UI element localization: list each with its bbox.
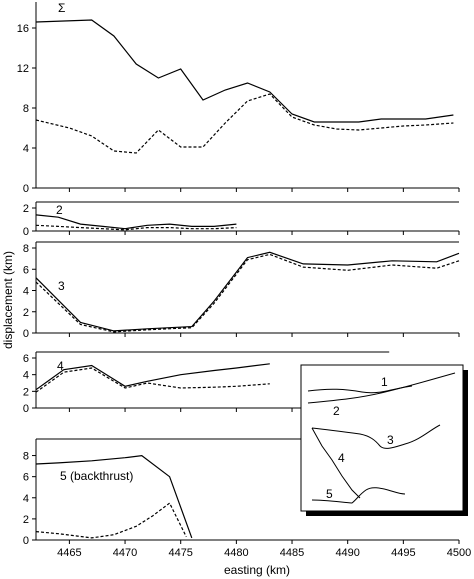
series-line-solid (35, 454, 193, 539)
series-line-dashed (35, 502, 187, 539)
inset-label-1: 1 (381, 375, 388, 389)
y-tick-label: 2 (23, 514, 29, 526)
series-line-solid (35, 19, 454, 123)
panel-1: 0 4 8 12 16 Σ (17, 1, 460, 195)
inset-trace-2 (307, 372, 456, 404)
panel-label: Σ (58, 1, 65, 15)
x-tick-label: 4490 (335, 547, 359, 559)
x-tick-label: 4495 (391, 547, 415, 559)
series-line-dashed (35, 224, 237, 231)
y-axis-label: displacement (km) (1, 251, 15, 349)
panel-label: 2 (56, 203, 63, 217)
series-line-dashed (35, 253, 460, 333)
inset-label-2: 2 (333, 404, 340, 418)
panel-3: 0 2 4 6 8 3 (23, 241, 460, 340)
panel-4: 0 2 4 6 4 (23, 351, 390, 415)
y-tick-label: 4 (23, 286, 29, 298)
y-tick-label: 4 (23, 370, 29, 382)
y-tick-label: 2 (23, 386, 29, 398)
y-tick-label: 6 (23, 264, 29, 276)
inset-trace-5 (311, 487, 406, 504)
series-line-dashed (35, 93, 454, 154)
x-axis-label: easting (km) (224, 563, 290, 577)
y-tick-label: 16 (17, 23, 29, 35)
inset-label-4: 4 (338, 451, 345, 465)
inset-label-5: 5 (326, 487, 333, 501)
y-tick-label: 0 (23, 226, 29, 238)
inset-map: 1 2 3 4 5 (300, 364, 468, 516)
inset-trace-4 (311, 427, 361, 499)
x-tick-label: 4480 (224, 547, 248, 559)
series-line-solid (35, 363, 270, 391)
y-tick-label: 4 (23, 493, 29, 505)
y-tick-label: 12 (17, 63, 29, 75)
series-line-solid (35, 251, 460, 332)
x-tick-label: 4475 (168, 547, 192, 559)
panel-2: 0 2 2 (23, 201, 460, 238)
y-tick-label: 4 (23, 143, 29, 155)
y-tick-label: 0 (23, 183, 29, 195)
y-tick-label: 0 (23, 535, 29, 547)
x-tick-label: 4465 (57, 547, 81, 559)
series-line-solid (35, 214, 237, 230)
y-tick-label: 0 (23, 328, 29, 340)
inset-trace-3 (311, 424, 441, 449)
x-tick-label: 4500 (447, 547, 471, 559)
y-tick-label: 8 (23, 103, 29, 115)
panel-label: 4 (57, 359, 64, 373)
series-line-dashed (35, 367, 270, 393)
inset-label-3: 3 (387, 433, 394, 447)
y-tick-label: 6 (23, 353, 29, 365)
panel-5: 0 2 4 6 8 4465 4470 4475 4480 4485 4490 4495 4500 5 (… (23, 438, 471, 559)
y-tick-label: 2 (23, 307, 29, 319)
panel-label: 3 (58, 279, 65, 293)
x-tick-label: 4470 (113, 547, 137, 559)
y-tick-label: 8 (23, 243, 29, 255)
x-tick-label: 4485 (280, 547, 304, 559)
panel-label: 5 (backthrust) (60, 469, 133, 483)
y-tick-label: 6 (23, 472, 29, 484)
y-tick-label: 8 (23, 451, 29, 463)
y-tick-label: 2 (23, 203, 29, 215)
y-tick-label: 0 (23, 403, 29, 415)
